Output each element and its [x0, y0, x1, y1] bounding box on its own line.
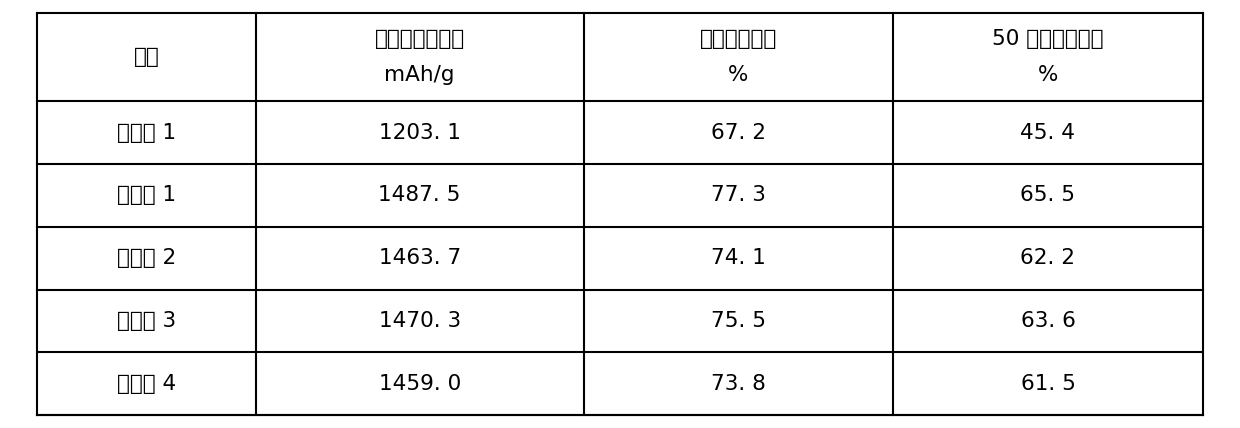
Text: 65. 5: 65. 5	[1021, 185, 1075, 205]
Text: 67. 2: 67. 2	[711, 123, 766, 143]
Text: 63. 6: 63. 6	[1021, 311, 1075, 331]
Text: 77. 3: 77. 3	[711, 185, 766, 205]
Text: 实施例 2: 实施例 2	[117, 248, 176, 268]
Text: 1487. 5: 1487. 5	[378, 185, 461, 205]
Text: 1463. 7: 1463. 7	[378, 248, 461, 268]
Text: 首次库伦效率: 首次库伦效率	[699, 30, 777, 49]
Text: 实施例 4: 实施例 4	[117, 374, 176, 394]
Text: 实施例 3: 实施例 3	[117, 311, 176, 331]
Text: 74. 1: 74. 1	[711, 248, 766, 268]
Text: 50 周容量保持率: 50 周容量保持率	[992, 30, 1104, 49]
Text: 首次可逆比容量: 首次可逆比容量	[374, 30, 465, 49]
Text: 1459. 0: 1459. 0	[378, 374, 461, 394]
Text: 对比例 1: 对比例 1	[117, 123, 176, 143]
Text: 1470. 3: 1470. 3	[378, 311, 461, 331]
Text: %: %	[1038, 65, 1058, 85]
Text: 73. 8: 73. 8	[711, 374, 766, 394]
Text: 样品: 样品	[134, 47, 160, 67]
Text: 45. 4: 45. 4	[1021, 123, 1075, 143]
Text: %: %	[728, 65, 749, 85]
Text: 1203. 1: 1203. 1	[378, 123, 461, 143]
Text: mAh/g: mAh/g	[384, 65, 455, 85]
Text: 实施例 1: 实施例 1	[117, 185, 176, 205]
Text: 62. 2: 62. 2	[1021, 248, 1075, 268]
Text: 61. 5: 61. 5	[1021, 374, 1075, 394]
Text: 75. 5: 75. 5	[711, 311, 766, 331]
